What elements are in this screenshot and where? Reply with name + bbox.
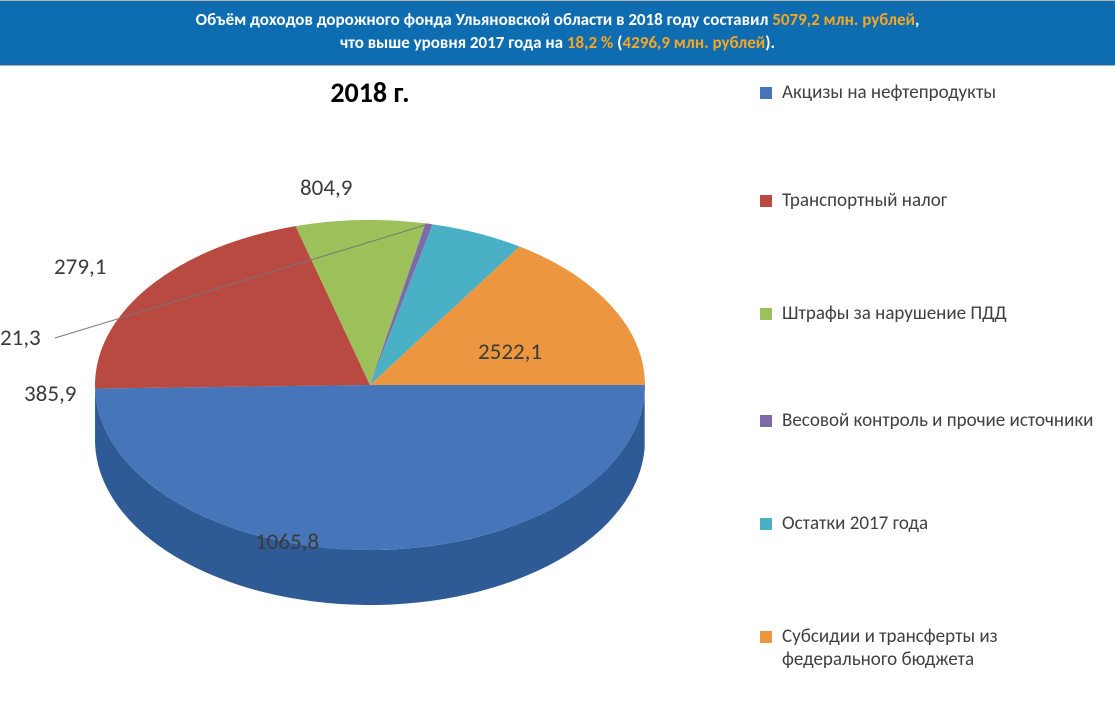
banner-line2-b: ). xyxy=(765,32,775,53)
legend-label: Акцизы на нефтепродукты xyxy=(782,82,1100,105)
banner-line2-hl1: 18,2 % xyxy=(567,32,613,53)
pie-data-label: 21,3 xyxy=(0,324,41,352)
legend-item: Субсидии и трансферты из федерального бю… xyxy=(760,626,1100,672)
legend-label: Субсидии и трансферты из федерального бю… xyxy=(782,626,1100,672)
pie-data-label: 2522,1 xyxy=(478,338,542,366)
legend-item: Акцизы на нефтепродукты xyxy=(760,82,1100,105)
legend-swatch xyxy=(760,518,772,530)
pie-data-label: 279,1 xyxy=(54,253,106,281)
header-banner: Объём доходов дорожного фонда Ульяновско… xyxy=(0,0,1115,66)
legend-item: Транспортный налог xyxy=(760,190,1100,213)
legend-label: Остатки 2017 года xyxy=(782,513,1100,536)
legend-item: Весовой контроль и прочие источники xyxy=(760,410,1100,433)
pie-data-label: 385,9 xyxy=(24,380,76,408)
chart-legend: Акцизы на нефтепродукты Транспортный нало… xyxy=(760,82,1100,672)
legend-item: Штрафы за нарушение ПДД xyxy=(760,303,1100,326)
banner-line2-hl2: 4296,9 млн. рублей xyxy=(622,32,765,53)
pie-data-label: 804,9 xyxy=(300,174,352,202)
legend-item: Остатки 2017 года xyxy=(760,513,1100,536)
legend-swatch xyxy=(760,415,772,427)
legend-label: Весовой контроль и прочие источники xyxy=(782,410,1100,433)
legend-swatch xyxy=(760,195,772,207)
banner-line1-a: Объём доходов дорожного фонда Ульяновско… xyxy=(196,9,773,30)
chart-title: 2018 г. xyxy=(0,75,740,110)
pie-chart: 2522,1 1065,8 385,9 21,3 279,1 804,9 xyxy=(0,120,740,680)
legend-swatch xyxy=(760,87,772,99)
legend-label: Транспортный налог xyxy=(782,190,1100,213)
banner-line1-highlight: 5079,2 млн. рублей xyxy=(772,9,915,30)
pie-data-label: 1065,8 xyxy=(255,528,319,556)
legend-swatch xyxy=(760,308,772,320)
banner-line1-b: , xyxy=(915,9,919,30)
legend-label: Штрафы за нарушение ПДД xyxy=(782,303,1100,326)
banner-line2-a: что выше уровня 2017 года на xyxy=(340,32,567,53)
legend-swatch xyxy=(760,631,772,643)
